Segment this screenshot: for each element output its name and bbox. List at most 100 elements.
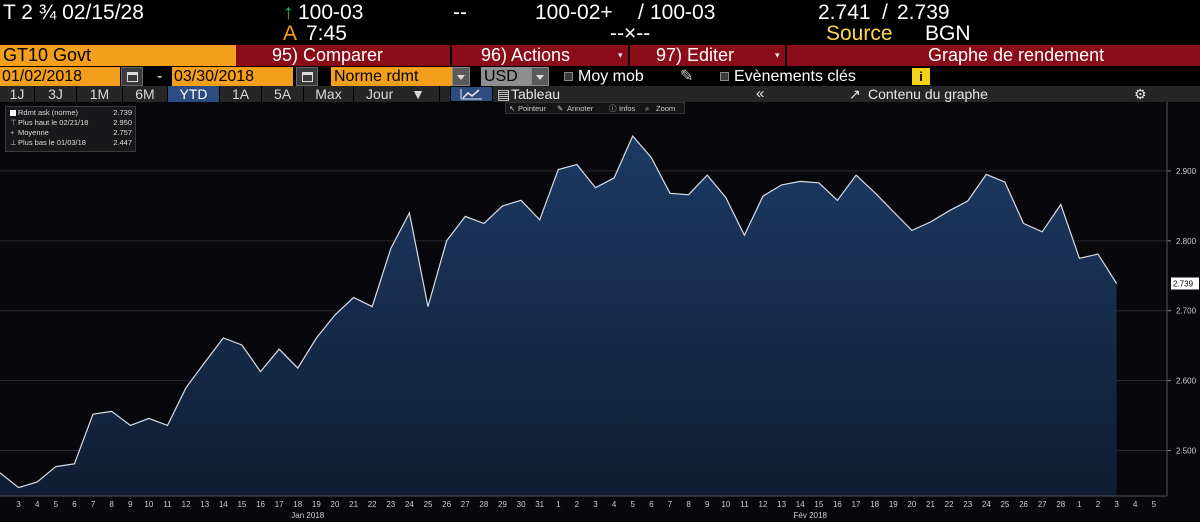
tab-3j[interactable]: 3J <box>35 86 77 102</box>
data-point[interactable] <box>984 172 988 176</box>
data-point[interactable] <box>873 191 877 195</box>
data-point[interactable] <box>1040 230 1044 234</box>
edit-button[interactable]: 97) Editer <box>656 45 734 66</box>
data-point[interactable] <box>780 183 784 187</box>
data-point[interactable] <box>1077 256 1081 260</box>
data-point[interactable] <box>72 462 76 466</box>
x-tick-label: 23 <box>386 500 395 509</box>
compare-button[interactable]: 95) Comparer <box>272 45 383 66</box>
data-point[interactable] <box>649 156 653 160</box>
currency-chevron-down-icon[interactable] <box>531 67 549 86</box>
data-point[interactable] <box>35 480 39 484</box>
info-tool[interactable]: Infos <box>619 104 636 113</box>
data-point[interactable] <box>742 233 746 237</box>
collapse-button[interactable]: « <box>756 85 765 102</box>
data-point[interactable] <box>761 194 765 198</box>
data-point[interactable] <box>1096 252 1100 256</box>
zoom-tool[interactable]: Zoom <box>656 104 676 113</box>
data-point[interactable] <box>575 163 579 167</box>
data-point[interactable] <box>687 193 691 197</box>
data-point[interactable] <box>538 218 542 222</box>
x-tick-label: 5 <box>54 500 59 509</box>
table-button[interactable]: Tableau <box>511 86 561 102</box>
data-point[interactable] <box>240 343 244 347</box>
data-point[interactable] <box>352 295 356 299</box>
moving-average-checkbox[interactable] <box>564 72 573 81</box>
data-point[interactable] <box>426 305 430 309</box>
yield-chart[interactable]: 2.500 2.600 2.700 2.800 2.900 3 4 5 6 7 8 9 10 11 12 13… <box>0 102 1200 522</box>
data-point[interactable] <box>389 247 393 251</box>
data-point[interactable] <box>631 134 635 138</box>
key-events-checkbox[interactable] <box>720 72 729 81</box>
end-calendar-icon[interactable] <box>296 67 318 86</box>
data-point[interactable] <box>314 336 318 340</box>
data-point[interactable] <box>947 209 951 213</box>
tab-1j[interactable]: 1J <box>0 86 35 102</box>
data-point[interactable] <box>203 360 207 364</box>
gear-icon[interactable]: ⚙ <box>1134 86 1147 102</box>
legend-high-label: Plus haut le 02/21/18 <box>18 118 89 127</box>
yield-mode-chevron-down-icon[interactable] <box>452 67 470 86</box>
data-point[interactable] <box>296 366 300 370</box>
data-point[interactable] <box>724 195 728 199</box>
data-point[interactable] <box>835 198 839 202</box>
tab-1a[interactable]: 1A <box>220 86 262 102</box>
start-calendar-icon[interactable] <box>121 67 143 86</box>
data-point[interactable] <box>165 423 169 427</box>
data-point[interactable] <box>910 228 914 232</box>
data-point[interactable] <box>929 220 933 224</box>
data-point[interactable] <box>184 386 188 390</box>
chart-content-button[interactable]: Contenu du graphe <box>868 86 988 102</box>
data-point[interactable] <box>1003 180 1007 184</box>
data-point[interactable] <box>333 313 337 317</box>
tab-6m[interactable]: 6M <box>123 86 168 102</box>
line-chart-button[interactable] <box>450 86 493 102</box>
chart-legend[interactable]: Rdmt ask (norme) 2.739 ⊤Plus haut le 02/2… <box>5 106 136 152</box>
tab-max[interactable]: Max <box>304 86 354 102</box>
ticker-field[interactable]: GT10 Govt <box>0 45 236 66</box>
data-point[interactable] <box>798 179 802 183</box>
currency-select[interactable]: USD <box>481 67 531 86</box>
data-point[interactable] <box>54 465 58 469</box>
data-point[interactable] <box>91 412 95 416</box>
data-point[interactable] <box>407 211 411 215</box>
data-point[interactable] <box>1115 281 1119 285</box>
frequency-select[interactable]: Jour ▼ <box>354 86 440 102</box>
data-point[interactable] <box>259 370 263 374</box>
data-point[interactable] <box>612 176 616 180</box>
data-point[interactable] <box>556 168 560 172</box>
data-point[interactable] <box>463 214 467 218</box>
data-point[interactable] <box>854 173 858 177</box>
data-point[interactable] <box>482 221 486 225</box>
data-point[interactable] <box>370 305 374 309</box>
data-point[interactable] <box>110 409 114 413</box>
data-point[interactable] <box>445 239 449 243</box>
data-point[interactable] <box>705 173 709 177</box>
data-point[interactable] <box>966 199 970 203</box>
data-point[interactable] <box>519 198 523 202</box>
yield-mode-select[interactable]: Norme rdmt <box>331 67 452 86</box>
data-point[interactable] <box>128 423 132 427</box>
tab-ytd[interactable]: YTD <box>168 86 220 102</box>
data-point[interactable] <box>17 486 21 490</box>
tab-1m[interactable]: 1M <box>77 86 123 102</box>
data-point[interactable] <box>891 209 895 213</box>
end-date-field[interactable]: 03/30/2018 <box>172 67 293 86</box>
pointer-tool[interactable]: Pointeur <box>518 104 546 113</box>
data-point[interactable] <box>817 181 821 185</box>
data-point[interactable] <box>594 186 598 190</box>
pencil-icon[interactable]: ✎ <box>680 68 694 85</box>
data-point[interactable] <box>668 191 672 195</box>
annotate-tool[interactable]: Annoter <box>567 104 594 113</box>
info-icon[interactable]: i <box>912 68 930 85</box>
data-point[interactable] <box>500 204 504 208</box>
start-date-field[interactable]: 01/02/2018 <box>0 67 120 86</box>
actions-button[interactable]: 96) Actions <box>481 45 570 66</box>
data-point[interactable] <box>1059 202 1063 206</box>
data-point[interactable] <box>1022 221 1026 225</box>
data-point[interactable] <box>147 416 151 420</box>
data-point[interactable] <box>277 347 281 351</box>
tab-5a[interactable]: 5A <box>262 86 304 102</box>
data-point[interactable] <box>221 336 225 340</box>
